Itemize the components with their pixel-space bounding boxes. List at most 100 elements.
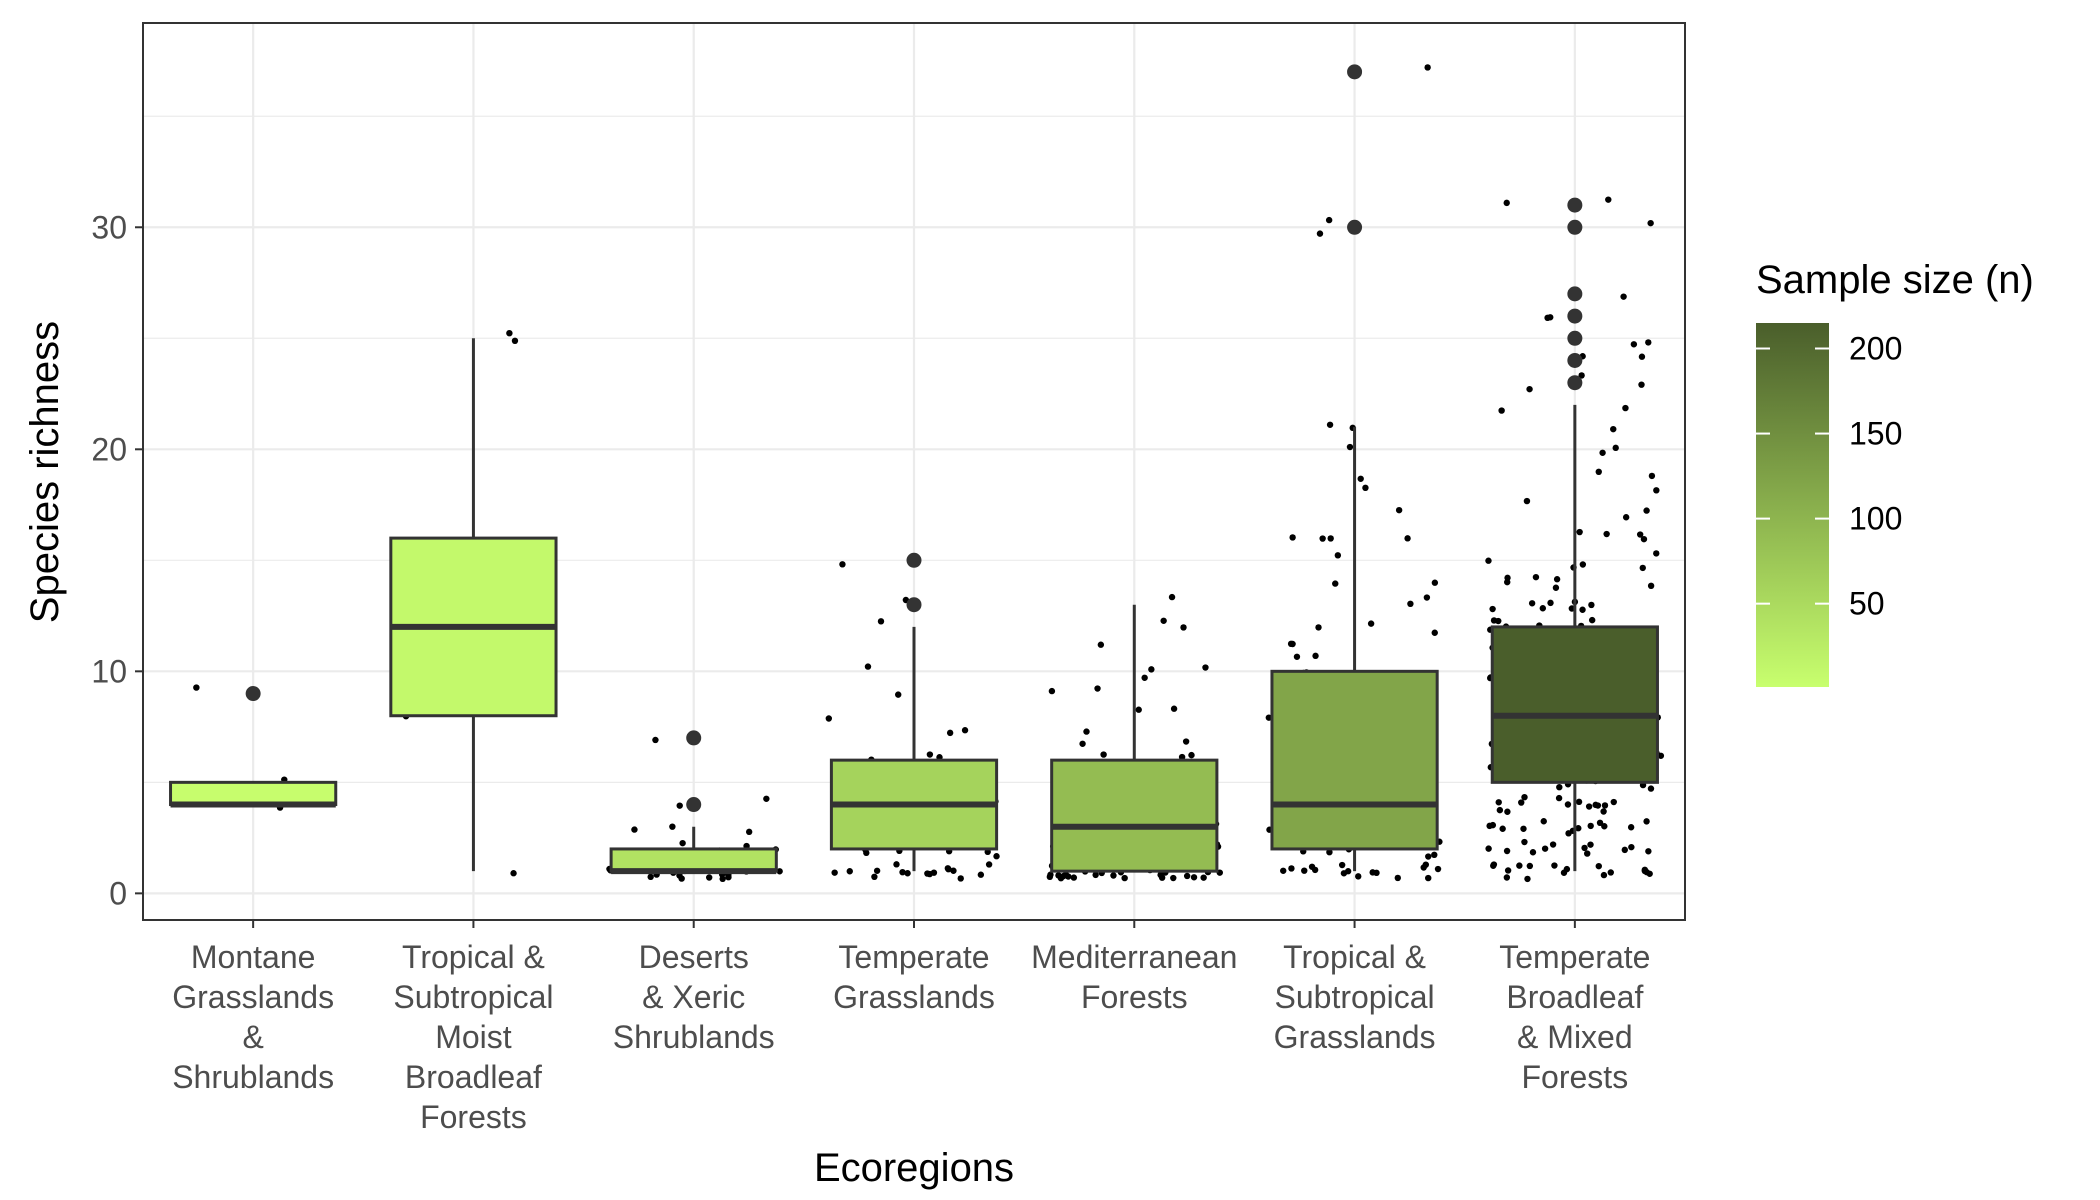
x-tick-label: Grasslands [833, 979, 995, 1015]
x-tick-label: Grasslands [1274, 1019, 1436, 1055]
jitter-point [1601, 802, 1609, 809]
jitter-point [1588, 601, 1595, 609]
jitter-point [839, 561, 846, 568]
jitter-point [1620, 293, 1627, 300]
jitter-point [873, 867, 881, 874]
jitter-point [893, 861, 900, 868]
jitter-point [877, 618, 885, 625]
jitter-point [1595, 862, 1602, 870]
jitter-point [1311, 866, 1319, 874]
jitter-point [1121, 874, 1128, 882]
x-tick-label: Grasslands [172, 979, 334, 1015]
jitter-point [1062, 871, 1070, 878]
jitter-point [1289, 640, 1296, 648]
jitter-point [1495, 799, 1502, 806]
x-tick-label: Forests [1081, 979, 1188, 1015]
box-2 [389, 338, 558, 872]
jitter-point [1499, 825, 1506, 832]
x-tick-label: Mediterranean [1031, 939, 1237, 975]
jitter-point [1326, 421, 1334, 428]
jitter-point [1489, 605, 1496, 613]
jitter-point [1640, 535, 1648, 543]
jitter-point [1395, 506, 1403, 514]
jitter-point [1180, 624, 1187, 631]
jitter-point [1641, 866, 1649, 873]
jitter-point [1526, 862, 1534, 870]
jitter-point [1496, 806, 1504, 814]
jitter-point [1600, 871, 1608, 879]
jitter-point [1315, 624, 1322, 631]
box-body [1050, 758, 1219, 873]
legend-tick-label: 150 [1849, 416, 1902, 452]
jitter-point [1135, 706, 1142, 713]
jitter-point [926, 751, 934, 758]
jitter-point [977, 871, 985, 878]
jitter-point [1503, 847, 1511, 855]
legend-tick-label: 200 [1849, 331, 1902, 367]
legend-tick-label: 50 [1849, 586, 1885, 622]
jitter-point [1645, 339, 1652, 346]
jitter-point [1601, 823, 1608, 830]
jitter-point [1048, 687, 1056, 695]
jitter-point [1638, 381, 1645, 388]
jitter-point [1190, 874, 1198, 881]
jitter-point [1100, 751, 1107, 758]
jitter-point [1523, 497, 1531, 505]
legend-ticks: 50 100 150 200 [1756, 331, 1902, 622]
jitter-point [1168, 593, 1176, 601]
outlier-point [245, 686, 261, 702]
jitter-point [1332, 580, 1339, 587]
jitter-point [647, 873, 654, 881]
x-tick-label: Moist [435, 1019, 512, 1055]
jitter-point [776, 868, 783, 875]
x-tick-label: Subtropical [1275, 979, 1435, 1015]
jitter-point [957, 875, 964, 882]
jitter-point [1636, 531, 1644, 538]
jitter-point [1584, 850, 1591, 857]
jitter-point [1326, 848, 1333, 856]
jitter-point [1367, 620, 1375, 627]
jitter-point [1610, 798, 1617, 806]
jitter-point [1647, 785, 1655, 792]
jitter-point [1183, 872, 1191, 880]
jitter-point [652, 736, 659, 744]
jitter-point [1653, 550, 1660, 557]
jitter-point [1280, 867, 1287, 874]
jitter-point [1394, 874, 1401, 882]
x-tick-label: Forests [1522, 1059, 1629, 1095]
jitter-point [1055, 872, 1062, 879]
jitter-point [1516, 862, 1523, 869]
jitter-point [1581, 844, 1588, 852]
jitter-point [1575, 798, 1583, 806]
outlier-point [1567, 330, 1583, 346]
box-1 [169, 686, 338, 808]
jitter-point [1097, 641, 1105, 648]
jitter-point [1553, 576, 1561, 583]
jitter-point [1316, 230, 1324, 237]
jitter-point [1627, 824, 1635, 831]
jitter-point [1555, 794, 1563, 802]
jitter-point [1565, 830, 1572, 837]
x-tick-label: Tropical & [1283, 939, 1426, 975]
x-tick-label: Subtropical [393, 979, 553, 1015]
jitter-point [863, 849, 870, 857]
jitter-point [193, 684, 200, 691]
jitter-point [895, 691, 902, 698]
jitter-point [705, 874, 713, 881]
jitter-point [1521, 793, 1528, 801]
jitter-point [631, 826, 638, 833]
y-tick-label: 10 [91, 653, 127, 689]
jitter-point [1170, 874, 1177, 882]
outlier-point [906, 552, 922, 568]
box-3 [609, 730, 778, 875]
jitter-point [1312, 652, 1319, 660]
jitter-point [1526, 385, 1533, 393]
x-tick-label: & Xeric [642, 979, 745, 1015]
jitter-point [1495, 617, 1502, 625]
jitter-point [1431, 851, 1438, 859]
jitter-point [1338, 861, 1346, 869]
jitter-point [1200, 874, 1207, 881]
jitter-point [1552, 584, 1560, 591]
jitter-point [1293, 653, 1301, 660]
jitter-point [1424, 64, 1431, 71]
